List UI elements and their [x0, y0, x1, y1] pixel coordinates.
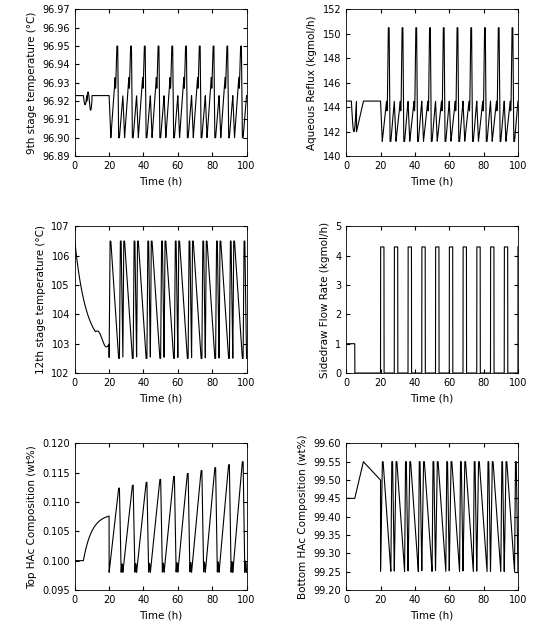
Y-axis label: Bottom HAc Composition (wt%): Bottom HAc Composition (wt%): [298, 434, 308, 599]
X-axis label: Time (h): Time (h): [139, 610, 182, 620]
X-axis label: Time (h): Time (h): [411, 177, 454, 187]
Y-axis label: Top HAc Composition (wt%): Top HAc Composition (wt%): [27, 445, 37, 589]
X-axis label: Time (h): Time (h): [139, 394, 182, 403]
X-axis label: Time (h): Time (h): [411, 394, 454, 403]
X-axis label: Time (h): Time (h): [411, 610, 454, 620]
X-axis label: Time (h): Time (h): [139, 177, 182, 187]
Y-axis label: Aqueous Reflux (kgmol/h): Aqueous Reflux (kgmol/h): [307, 16, 317, 150]
Y-axis label: 9th stage temperature (°C): 9th stage temperature (°C): [27, 11, 37, 154]
Y-axis label: Sidedraw Flow Rate (kgmol/h): Sidedraw Flow Rate (kgmol/h): [319, 221, 329, 378]
Y-axis label: 12th stage temperature (°C): 12th stage temperature (°C): [36, 225, 46, 374]
